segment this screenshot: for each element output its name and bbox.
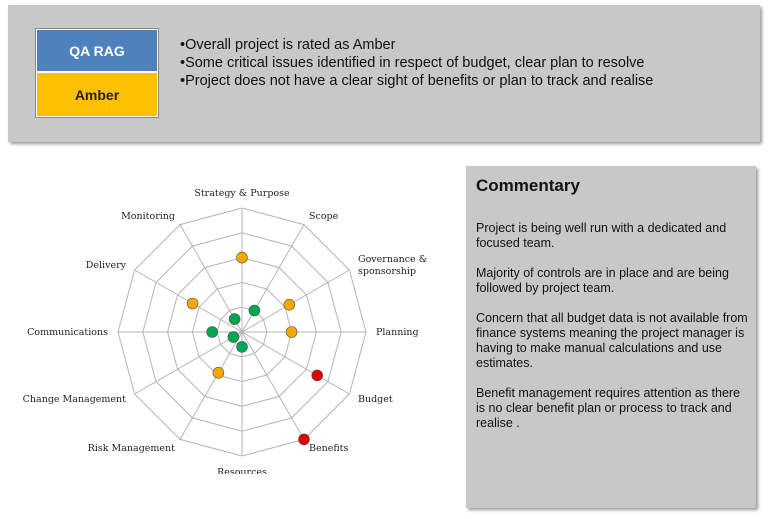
commentary-title: Commentary <box>476 176 580 195</box>
radar-axis-label: Benefits <box>309 443 348 454</box>
radar-spoke <box>241 331 350 395</box>
radar-point <box>283 298 296 311</box>
radar-chart: Strategy & Purpose Scope Governance & spons… <box>23 188 428 474</box>
qa-rag-status: Amber <box>37 73 157 116</box>
radar-axis-label: Budget <box>358 394 393 405</box>
radar-axis-label: Planning <box>376 327 419 338</box>
radar-point <box>212 367 225 379</box>
radar-point <box>206 326 218 338</box>
radar-point <box>236 251 248 264</box>
radar-spoke <box>179 331 243 440</box>
summary-item: •Some critical issues identified in resp… <box>180 55 645 71</box>
radar-spoke <box>241 331 305 440</box>
summary-item: •Overall project is rated as Amber <box>180 37 396 53</box>
radar-axis-label: Resources <box>217 467 267 474</box>
radar-axis-label: Delivery <box>86 260 127 271</box>
radar-spoke <box>134 331 243 395</box>
qa-rag-title: QA RAG <box>37 30 157 71</box>
commentary-body: Project is being well run with a dedicat… <box>476 221 751 446</box>
qa-rag-box: QA RAG Amber <box>35 28 159 118</box>
summary-item: •Project does not have a clear sight of … <box>180 73 654 89</box>
commentary-paragraph: Majority of controls are in place and ar… <box>476 266 729 295</box>
commentary-paragraph: Concern that all budget data is not avai… <box>476 311 748 370</box>
radar-points <box>186 251 324 446</box>
radar-axis-label: Communications <box>27 327 108 338</box>
radar-point <box>285 326 298 338</box>
commentary-paragraph: Project is being well run with a dedicat… <box>476 221 727 250</box>
radar-point <box>228 313 241 325</box>
radar-axis-label: Risk Management <box>88 443 175 454</box>
radar-axis-label: Scope <box>309 211 339 222</box>
radar-point <box>236 341 248 353</box>
summary-panel: QA RAG Amber •Overall project is rated a… <box>8 5 760 142</box>
commentary-paragraph: Benefit management requires attention as… <box>476 386 741 430</box>
radar-axis-label: Change Management <box>23 394 127 405</box>
commentary-panel: Commentary Project is being well run wit… <box>466 166 756 508</box>
radar-point <box>298 433 310 446</box>
radar-axis-label: Governance & sponsorship <box>358 254 427 277</box>
radar-point <box>311 369 324 382</box>
radar-grid <box>117 207 367 457</box>
radar-axis-label: Strategy & Purpose <box>194 188 290 199</box>
radar-point <box>227 331 240 343</box>
radar-axis-label: Monitoring <box>121 211 175 222</box>
radar-spoke <box>241 269 350 333</box>
radar-point <box>248 304 261 317</box>
radar-point <box>186 297 199 310</box>
radar-axis-labels: Strategy & Purpose Scope Governance & spons… <box>23 188 428 474</box>
summary-list: •Overall project is rated as Amber •Some… <box>180 36 653 90</box>
